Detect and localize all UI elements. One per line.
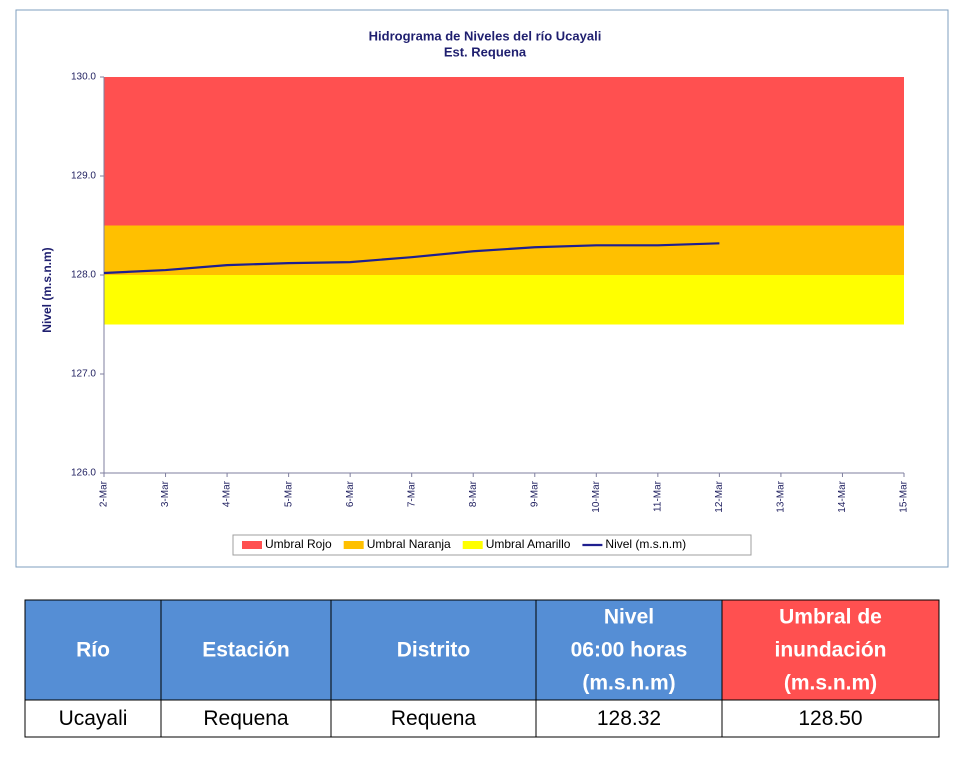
table-cell <box>330 699 537 738</box>
header-cell <box>721 599 940 701</box>
legend-label: Umbral Amarillo <box>486 537 571 551</box>
legend-swatch <box>242 541 262 549</box>
x-tick-label: 9-Mar <box>529 480 540 507</box>
chart-subtitle: Est. Requena <box>444 44 527 59</box>
header-text: (m.s.n.m) <box>582 672 675 695</box>
threshold-band <box>104 77 904 226</box>
cell-text: Ucayali <box>59 707 128 730</box>
x-tick-label: 6-Mar <box>345 480 356 507</box>
table-cell <box>535 699 723 738</box>
legend-box <box>232 534 752 556</box>
legend-label: Umbral Rojo <box>265 537 332 551</box>
table-cell <box>24 699 162 738</box>
x-tick-label: 5-Mar <box>283 480 294 507</box>
header-text: Río <box>76 639 110 662</box>
y-tick-label: 129.0 <box>71 171 96 182</box>
header-text: Nivel <box>604 606 654 629</box>
y-tick-label: 126.0 <box>71 468 96 479</box>
header-text: inundación <box>775 639 887 662</box>
x-tick-label: 14-Mar <box>837 480 848 512</box>
header-cell <box>24 599 162 701</box>
x-tick-label: 7-Mar <box>406 480 417 507</box>
table-cell <box>160 699 332 738</box>
x-tick-label: 4-Mar <box>222 480 233 507</box>
level-line <box>103 242 720 275</box>
y-tick-label: 130.0 <box>71 72 96 83</box>
x-tick-label: 15-Mar <box>899 480 910 512</box>
y-tick-label: 127.0 <box>71 369 96 380</box>
y-tick-label: 128.0 <box>71 270 96 281</box>
x-tick-label: 13-Mar <box>776 480 787 512</box>
header-text: Distrito <box>397 639 471 662</box>
header-cell <box>330 599 537 701</box>
legend-label: Umbral Naranja <box>367 537 451 551</box>
table-cell <box>721 699 940 738</box>
x-tick-label: 10-Mar <box>591 480 602 512</box>
x-tick-label: 12-Mar <box>714 480 725 512</box>
chart-title: Hidrograma de Niveles del río Ucayali <box>369 28 602 43</box>
y-axis-label: Nivel (m.s.n.m) <box>40 247 54 332</box>
header-text: (m.s.n.m) <box>784 672 877 695</box>
threshold-band <box>104 275 904 325</box>
x-tick-label: 8-Mar <box>468 480 479 507</box>
legend-swatch <box>343 541 364 549</box>
x-tick-label: 11-Mar <box>652 480 663 512</box>
header-text: Estación <box>202 639 290 662</box>
legend-swatch <box>462 541 483 549</box>
cell-text: 128.50 <box>798 707 862 730</box>
cell-text: Requena <box>203 707 289 730</box>
x-tick-label: 2-Mar <box>99 480 110 507</box>
header-cell <box>160 599 332 701</box>
x-tick-label: 3-Mar <box>160 480 171 507</box>
header-text: Umbral de <box>779 606 882 629</box>
cell-text: 128.32 <box>597 707 661 730</box>
header-text: 06:00 horas <box>571 639 688 662</box>
cell-text: Requena <box>391 707 477 730</box>
legend-label: Nivel (m.s.n.m) <box>605 537 686 551</box>
